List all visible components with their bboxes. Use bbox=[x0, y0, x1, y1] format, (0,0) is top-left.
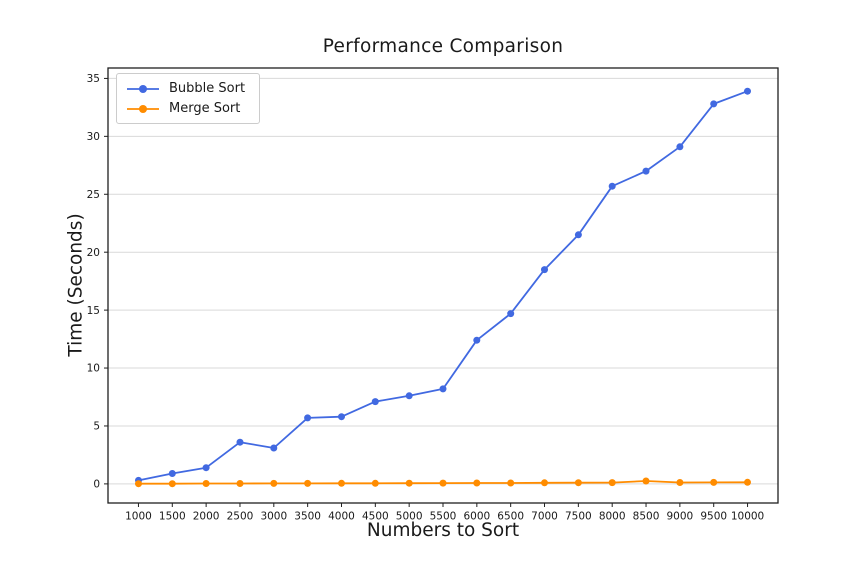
x-tick-label-7500: 7500 bbox=[565, 511, 592, 523]
data-point-0-4000 bbox=[338, 413, 345, 421]
data-point-1-4500 bbox=[371, 479, 379, 487]
data-point-0-7000 bbox=[541, 266, 548, 274]
data-point-1-6500 bbox=[507, 479, 515, 487]
data-point-0-3500 bbox=[304, 414, 312, 422]
data-point-0-7500 bbox=[574, 231, 582, 239]
x-tick-label-7000: 7000 bbox=[531, 511, 558, 523]
data-point-1-1500 bbox=[168, 480, 176, 488]
legend: Bubble Sort Merge Sort bbox=[116, 73, 261, 124]
data-point-1-5000 bbox=[405, 479, 413, 487]
data-point-1-9000 bbox=[676, 479, 684, 486]
data-point-1-3500 bbox=[304, 479, 312, 487]
x-tick-label-2500: 2500 bbox=[227, 511, 254, 523]
data-point-0-3000 bbox=[270, 444, 278, 452]
x-tick-label-10000: 10000 bbox=[731, 511, 764, 523]
y-tick-label-25: 25 bbox=[87, 189, 100, 201]
y-tick-label-0: 0 bbox=[93, 479, 100, 491]
chart-title: Performance Comparison bbox=[322, 36, 564, 57]
y-tick-label-20: 20 bbox=[87, 247, 100, 259]
legend-marker-icon bbox=[127, 104, 159, 113]
x-tick-label-1500: 1500 bbox=[159, 511, 186, 523]
x-tick-label-1000: 1000 bbox=[125, 511, 152, 523]
data-point-1-8000 bbox=[608, 479, 616, 487]
series-line-0 bbox=[138, 90, 748, 482]
x-tick-label-3500: 3500 bbox=[294, 511, 321, 523]
x-tick-label-3000: 3000 bbox=[260, 511, 287, 523]
y-tick-label-10: 10 bbox=[87, 363, 100, 375]
y-tick-label-30: 30 bbox=[87, 131, 100, 143]
data-point-1-1000 bbox=[135, 480, 142, 488]
data-point-0-9000 bbox=[676, 143, 684, 151]
x-tick-label-8500: 8500 bbox=[633, 511, 660, 523]
data-point-0-6000 bbox=[473, 336, 481, 344]
legend-label: Merge Sort bbox=[169, 101, 241, 116]
y-tick-label-35: 35 bbox=[87, 73, 100, 85]
data-point-0-4500 bbox=[371, 398, 379, 406]
data-point-1-8500 bbox=[642, 477, 650, 485]
x-tick-label-6500: 6500 bbox=[497, 511, 524, 523]
data-point-1-2000 bbox=[202, 480, 210, 487]
x-axis-label: Numbers to Sort bbox=[366, 520, 520, 541]
data-point-1-6000 bbox=[473, 479, 481, 487]
legend-label: Bubble Sort bbox=[169, 81, 246, 96]
plot-border bbox=[107, 67, 779, 504]
x-tick-label-6000: 6000 bbox=[463, 511, 490, 523]
data-point-0-2000 bbox=[202, 464, 210, 472]
data-point-0-8500 bbox=[642, 167, 650, 175]
x-tick-label-5000: 5000 bbox=[396, 511, 423, 523]
x-tick-label-5500: 5500 bbox=[430, 511, 457, 523]
data-point-1-9500 bbox=[710, 478, 718, 486]
data-point-0-5500 bbox=[439, 385, 447, 393]
data-point-1-2500 bbox=[236, 480, 244, 487]
y-tick-label-5: 5 bbox=[93, 421, 100, 433]
y-axis-label: Time (Seconds) bbox=[65, 213, 87, 357]
data-point-0-9500 bbox=[710, 100, 718, 108]
data-point-0-2500 bbox=[236, 438, 244, 446]
x-tick-label-4500: 4500 bbox=[362, 511, 389, 523]
legend-item-0: Bubble Sort bbox=[126, 81, 245, 96]
data-point-0-10000 bbox=[744, 87, 751, 95]
data-point-1-7500 bbox=[574, 479, 582, 487]
data-point-1-5500 bbox=[439, 479, 447, 487]
data-point-1-10000 bbox=[744, 478, 751, 486]
data-point-0-5000 bbox=[405, 392, 413, 400]
data-point-0-8000 bbox=[608, 182, 616, 190]
x-tick-label-4000: 4000 bbox=[328, 511, 355, 523]
x-tick-label-8000: 8000 bbox=[599, 511, 626, 523]
data-point-1-4000 bbox=[338, 479, 345, 487]
data-point-0-6500 bbox=[507, 310, 515, 318]
x-tick-label-9000: 9000 bbox=[667, 511, 694, 523]
data-point-0-1500 bbox=[168, 470, 176, 477]
x-tick-label-9500: 9500 bbox=[700, 511, 727, 523]
y-tick-label-15: 15 bbox=[87, 305, 100, 317]
data-point-1-7000 bbox=[541, 479, 548, 487]
legend-marker-icon bbox=[127, 84, 159, 93]
data-point-1-3000 bbox=[270, 479, 278, 487]
legend-item-1: Merge Sort bbox=[126, 101, 245, 116]
x-tick-label-2000: 2000 bbox=[193, 511, 220, 523]
